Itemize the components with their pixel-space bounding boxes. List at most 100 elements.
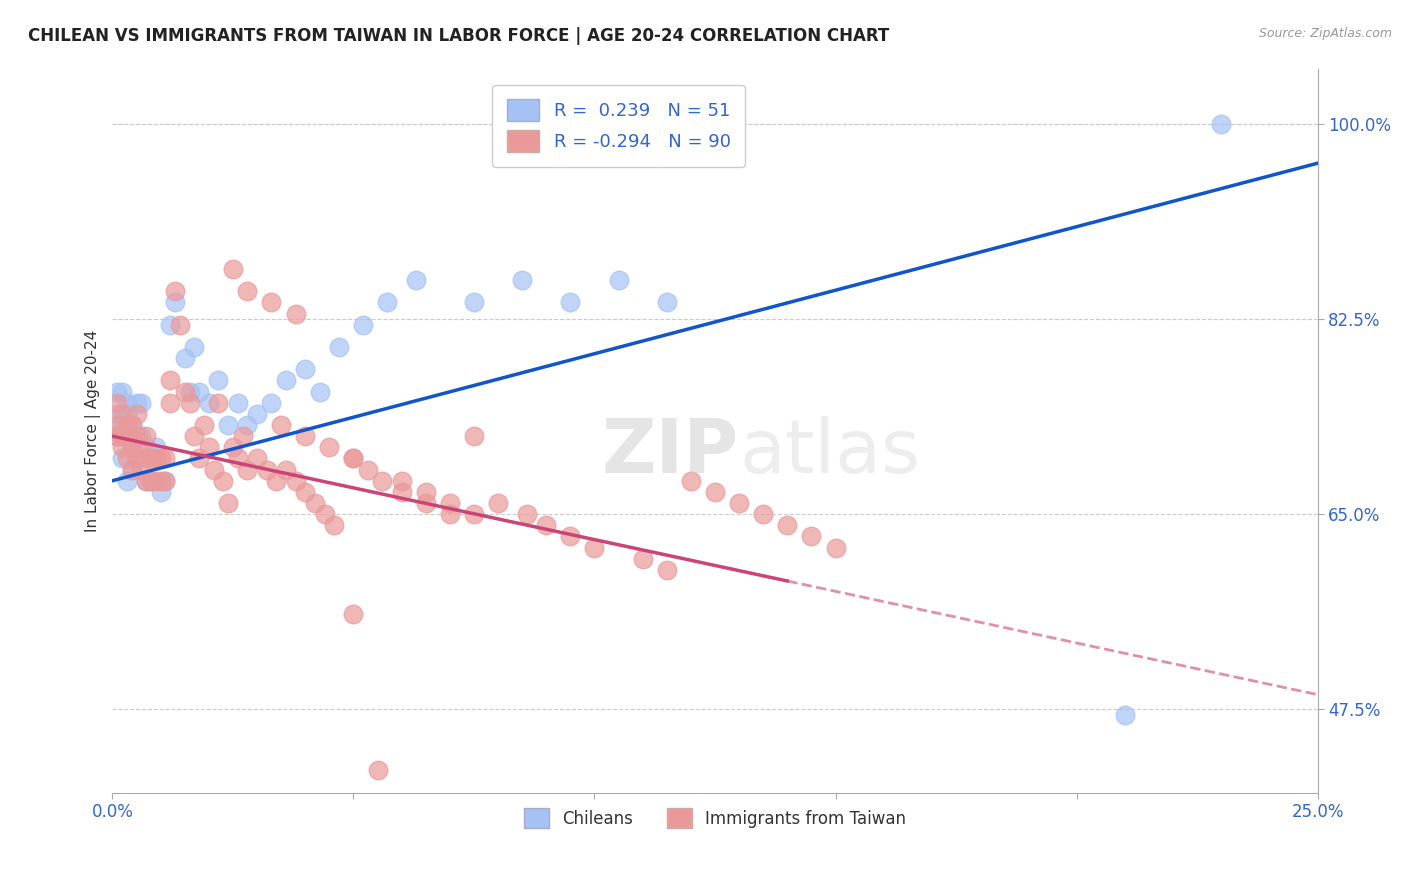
Point — [728, 496, 751, 510]
Point — [232, 429, 254, 443]
Point — [111, 440, 134, 454]
Point — [115, 417, 138, 432]
Point — [135, 429, 157, 443]
Point — [183, 429, 205, 443]
Point — [342, 607, 364, 622]
Point — [111, 417, 134, 432]
Point — [226, 451, 249, 466]
Point — [169, 318, 191, 332]
Point — [236, 462, 259, 476]
Point — [318, 440, 340, 454]
Point — [105, 417, 128, 432]
Point — [463, 295, 485, 310]
Point — [679, 474, 702, 488]
Point — [304, 496, 326, 510]
Point — [139, 474, 162, 488]
Text: ZIP: ZIP — [602, 416, 740, 489]
Point — [371, 474, 394, 488]
Point — [105, 384, 128, 399]
Text: atlas: atlas — [740, 416, 920, 489]
Point — [121, 417, 143, 432]
Point — [284, 474, 307, 488]
Point — [179, 384, 201, 399]
Point — [121, 417, 143, 432]
Point — [246, 407, 269, 421]
Point — [463, 507, 485, 521]
Point — [207, 395, 229, 409]
Point — [607, 273, 630, 287]
Point — [294, 484, 316, 499]
Point — [323, 518, 346, 533]
Point — [294, 362, 316, 376]
Point — [212, 474, 235, 488]
Point — [704, 484, 727, 499]
Point — [173, 384, 195, 399]
Point — [115, 451, 138, 466]
Point — [800, 529, 823, 543]
Point — [375, 295, 398, 310]
Point — [314, 507, 336, 521]
Point — [294, 429, 316, 443]
Point — [655, 563, 678, 577]
Point — [583, 541, 606, 555]
Point — [125, 429, 148, 443]
Point — [352, 318, 374, 332]
Point — [115, 429, 138, 443]
Point — [284, 307, 307, 321]
Point — [266, 474, 288, 488]
Point — [155, 474, 177, 488]
Point — [115, 474, 138, 488]
Point — [131, 462, 153, 476]
Point — [439, 496, 461, 510]
Point — [415, 484, 437, 499]
Point — [121, 440, 143, 454]
Point — [111, 384, 134, 399]
Point — [149, 451, 172, 466]
Point — [510, 273, 533, 287]
Point — [516, 507, 538, 521]
Point — [179, 395, 201, 409]
Point — [486, 496, 509, 510]
Point — [560, 295, 582, 310]
Point — [776, 518, 799, 533]
Point — [1211, 117, 1233, 131]
Point — [342, 451, 364, 466]
Point — [135, 440, 157, 454]
Point — [198, 440, 221, 454]
Point — [155, 451, 177, 466]
Point — [145, 440, 167, 454]
Point — [125, 451, 148, 466]
Point — [391, 474, 413, 488]
Text: Source: ZipAtlas.com: Source: ZipAtlas.com — [1258, 27, 1392, 40]
Point — [105, 429, 128, 443]
Point — [270, 417, 292, 432]
Point — [357, 462, 380, 476]
Point — [115, 407, 138, 421]
Point — [105, 395, 128, 409]
Point — [236, 285, 259, 299]
Point — [135, 474, 157, 488]
Point — [165, 295, 187, 310]
Legend: Chileans, Immigrants from Taiwan: Chileans, Immigrants from Taiwan — [517, 801, 912, 835]
Point — [342, 451, 364, 466]
Point — [217, 496, 239, 510]
Point — [115, 429, 138, 443]
Point — [155, 474, 177, 488]
Point — [655, 295, 678, 310]
Point — [198, 395, 221, 409]
Point — [246, 451, 269, 466]
Point — [111, 451, 134, 466]
Point — [328, 340, 350, 354]
Point — [274, 462, 297, 476]
Point — [202, 462, 225, 476]
Point — [145, 474, 167, 488]
Point — [1114, 707, 1136, 722]
Point — [824, 541, 846, 555]
Point — [135, 451, 157, 466]
Point — [183, 340, 205, 354]
Point — [111, 407, 134, 421]
Point — [274, 374, 297, 388]
Point — [131, 395, 153, 409]
Point — [560, 529, 582, 543]
Point — [236, 417, 259, 432]
